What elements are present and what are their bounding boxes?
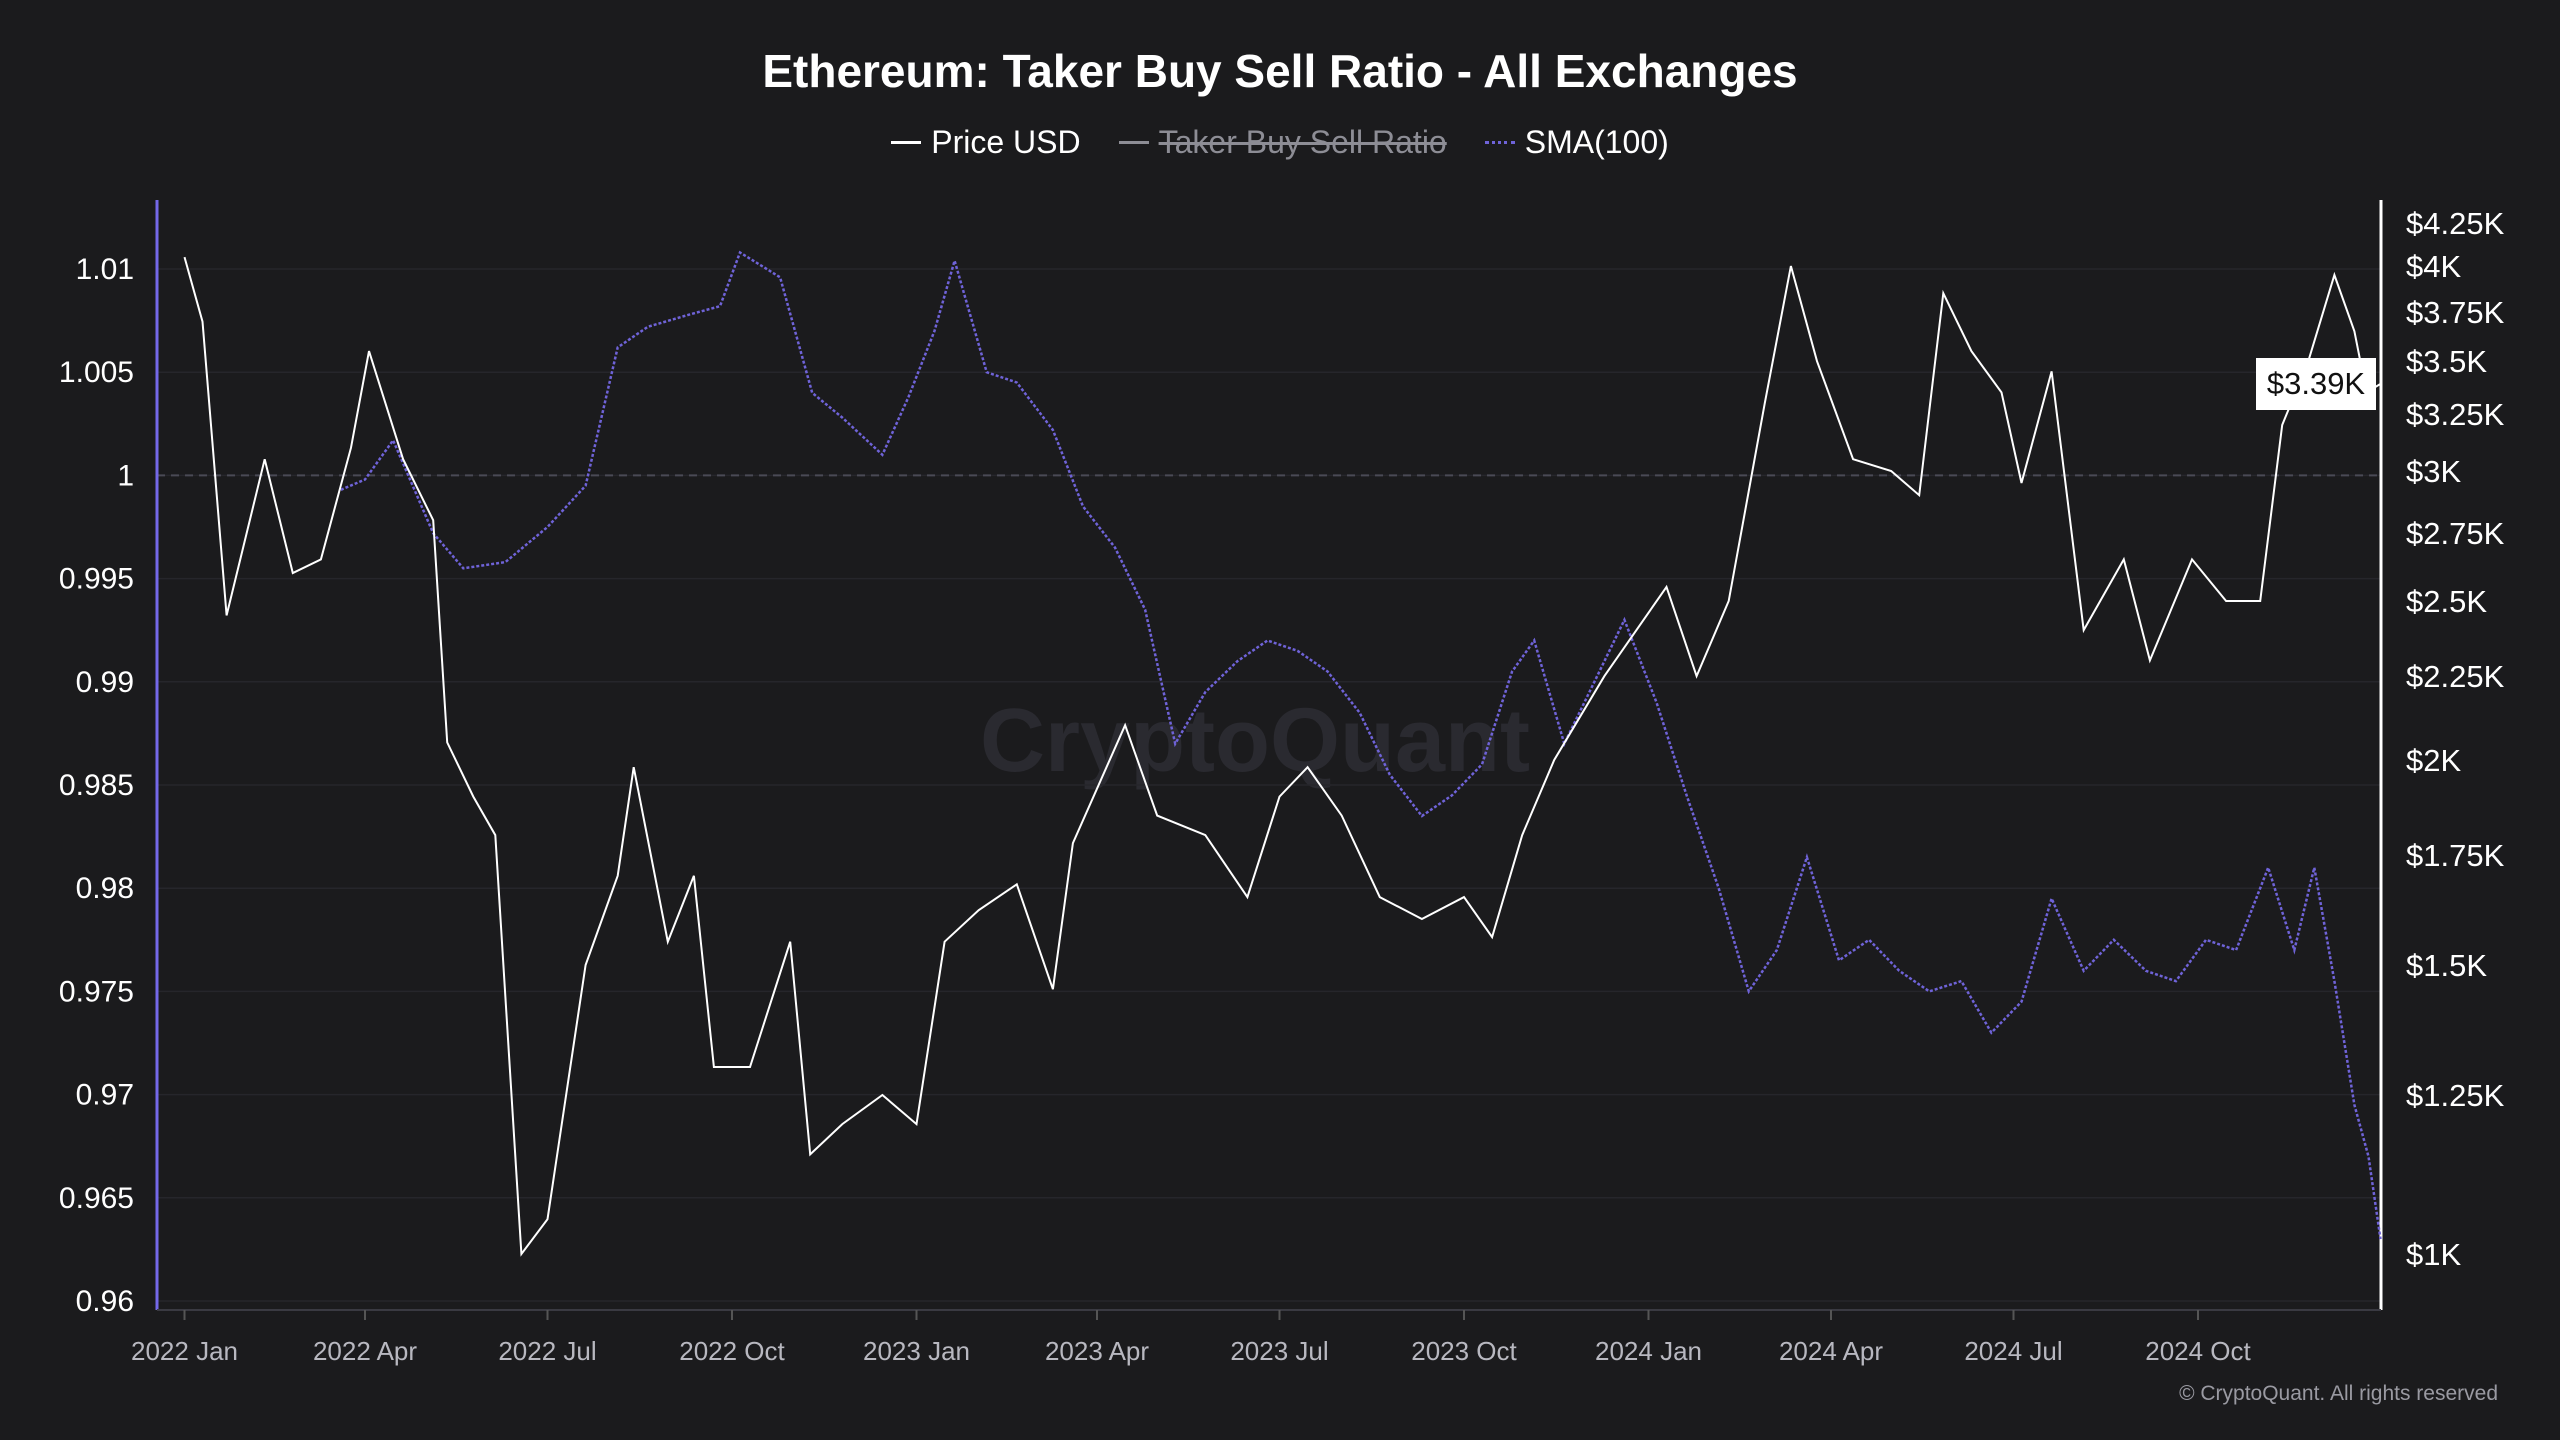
price-line — [183, 256, 2382, 1257]
x-tick-label: 2022 Apr — [313, 1336, 417, 1366]
y-right-tick-label: $1.75K — [2406, 838, 2505, 873]
legend: Price USD Taker Buy Sell Ratio SMA(100) — [0, 124, 2560, 161]
y-left-tick-label: 0.99 — [76, 666, 134, 699]
copyright: © CryptoQuant. All rights reserved — [2179, 1382, 2498, 1405]
y-left-tick-label: 1.005 — [59, 356, 134, 389]
x-tick-label: 2024 Oct — [2145, 1336, 2251, 1366]
legend-swatch — [891, 141, 922, 144]
x-tick-label: 2024 Jan — [1595, 1336, 1702, 1366]
x-tick-label: 2022 Oct — [679, 1336, 785, 1366]
x-tick-label: 2023 Jan — [863, 1336, 970, 1366]
y-right-tick-label: $1.25K — [2406, 1078, 2505, 1113]
legend-label: Taker Buy Sell Ratio — [1158, 124, 1447, 160]
y-right-tick-label: $4.25K — [2406, 206, 2505, 241]
y-right-tick-label: $3.5K — [2406, 344, 2487, 379]
y-right-tick-label: $3.25K — [2406, 397, 2505, 432]
y-right-tick-label: $2.75K — [2406, 516, 2505, 551]
y-right-tick-label: $2.25K — [2406, 659, 2505, 694]
legend-item-sma[interactable]: SMA(100) — [1484, 124, 1669, 161]
legend-swatch — [1118, 141, 1149, 144]
y-left-tick-label: 0.97 — [76, 1079, 134, 1112]
y-left-tick-label: 0.96 — [76, 1285, 134, 1318]
y-right-tick-label: $2.5K — [2406, 584, 2487, 619]
y-right-tick-label: $1K — [2406, 1237, 2461, 1272]
y-right-tick-label: $4K — [2406, 249, 2461, 284]
x-tick-label: 2023 Jul — [1230, 1336, 1328, 1366]
y-left-tick-label: 0.975 — [59, 975, 134, 1008]
y-left-tick-label: 0.985 — [59, 769, 134, 802]
y-right-tick-label: $2K — [2406, 743, 2461, 778]
chart-title: Ethereum: Taker Buy Sell Ratio - All Exc… — [762, 45, 1798, 97]
y-right-tick-label: $3K — [2406, 454, 2461, 489]
legend-label: Price USD — [931, 124, 1081, 160]
y-right-tick-label: $1.5K — [2406, 948, 2487, 983]
legend-item-taker-ratio[interactable]: Taker Buy Sell Ratio — [1118, 124, 1447, 161]
y-left-tick-label: 1 — [117, 459, 134, 492]
sma-line — [340, 250, 2382, 1240]
legend-label: SMA(100) — [1524, 124, 1669, 160]
x-tick-label: 2023 Oct — [1411, 1336, 1517, 1366]
x-tick-label: 2024 Jul — [1964, 1336, 2062, 1366]
x-tick-label: 2023 Apr — [1045, 1336, 1149, 1366]
y-left-tick-label: 0.965 — [59, 1182, 134, 1215]
x-tick-label: 2024 Apr — [1779, 1336, 1883, 1366]
y-left-tick-label: 1.01 — [76, 253, 134, 286]
x-tick-label: 2022 Jul — [498, 1336, 596, 1366]
current-price-badge: $3.39K — [2256, 358, 2376, 410]
x-tick-label: 2022 Jan — [131, 1336, 238, 1366]
legend-item-price[interactable]: Price USD — [891, 124, 1081, 161]
y-right-tick-label: $3.75K — [2406, 295, 2505, 330]
legend-swatch — [1484, 141, 1515, 144]
watermark: CryptoQuant — [980, 691, 1530, 791]
y-left-tick-label: 0.995 — [59, 563, 134, 596]
y-left-tick-label: 0.98 — [76, 872, 134, 905]
